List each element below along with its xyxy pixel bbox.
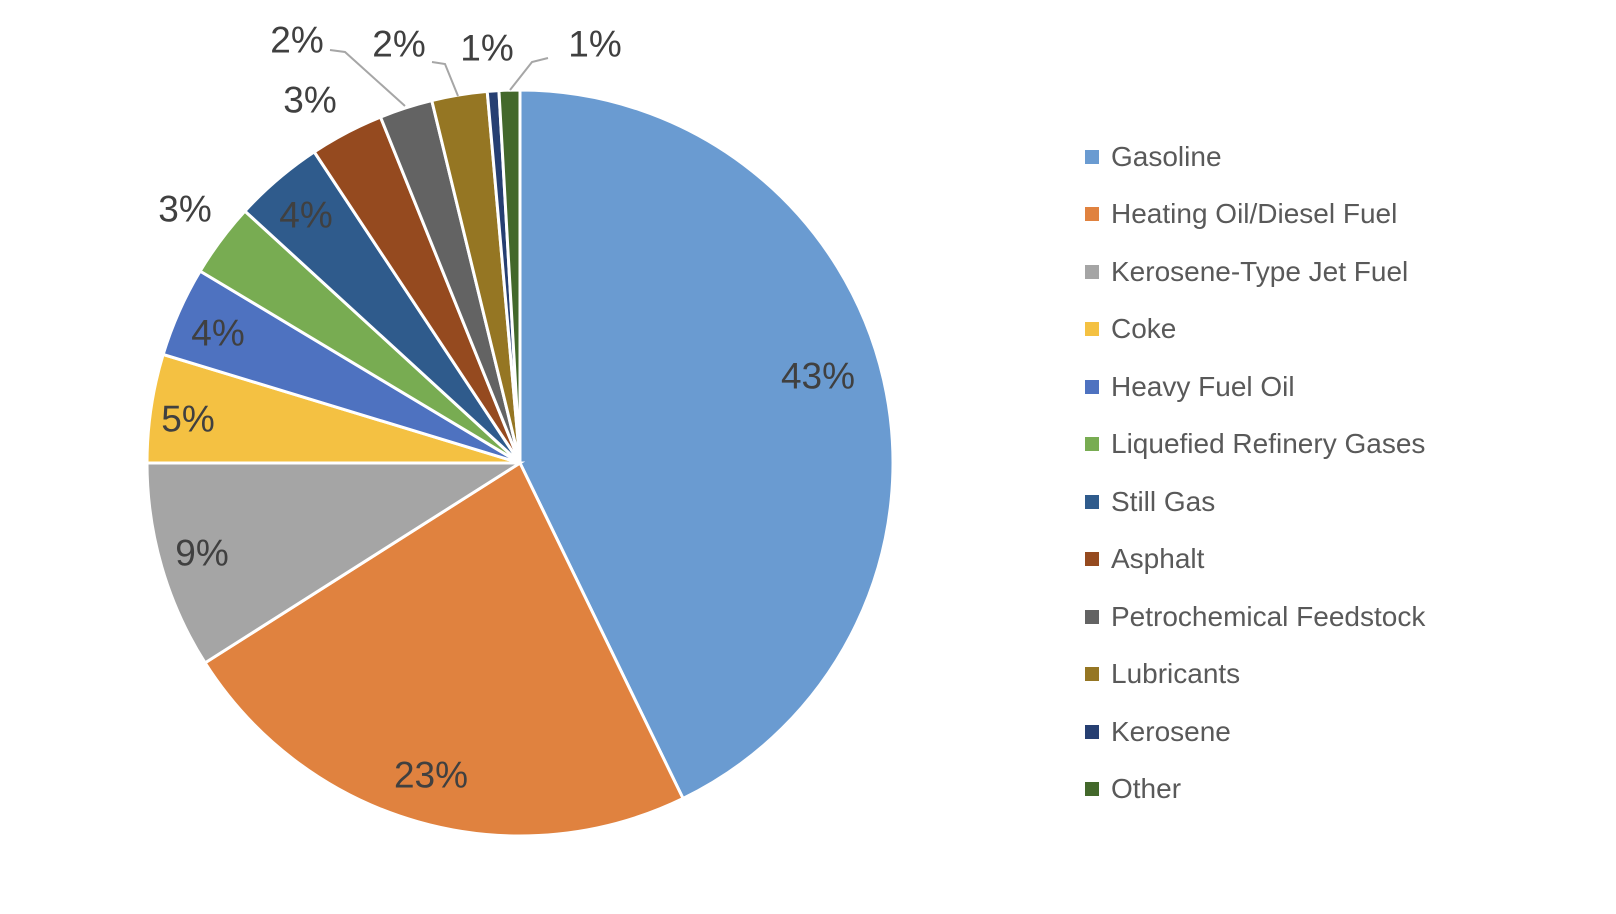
legend-label: Liquefied Refinery Gases [1111, 428, 1426, 460]
legend-item-other: Other [1085, 761, 1425, 819]
legend-swatch [1085, 609, 1099, 624]
legend-swatch [1085, 207, 1099, 222]
legend-swatch [1085, 264, 1099, 279]
data-label-heating-oil-diesel-fuel: 23% [394, 755, 468, 796]
legend: Gasoline Heating Oil/Diesel Fuel Kerosene-… [1085, 128, 1425, 818]
data-label-lubricants: 2% [372, 24, 425, 65]
legend-item-still-gas: Still Gas [1085, 473, 1425, 531]
slice-heating-oil-diesel-fuel [202, 460, 686, 838]
legend-item-coke: Coke [1085, 301, 1425, 359]
legend-item-heavy-fuel-oil: Heavy Fuel Oil [1085, 358, 1425, 416]
slice-kerosene-type-jet-fuel [145, 461, 526, 665]
legend-swatch [1085, 379, 1099, 394]
legend-item-petrochemical-feedstock: Petrochemical Feedstock [1085, 588, 1425, 646]
legend-label: Coke [1111, 313, 1177, 345]
legend-item-asphalt: Asphalt [1085, 531, 1425, 589]
legend-swatch [1085, 782, 1099, 797]
legend-swatch [1085, 494, 1099, 509]
legend-swatch [1085, 437, 1099, 452]
data-label-still-gas: 4% [279, 195, 332, 236]
slice-other [497, 88, 522, 464]
legend-label: Gasoline [1111, 140, 1222, 172]
legend-label: Petrochemical Feedstock [1111, 600, 1426, 632]
data-label-other: 1% [568, 24, 621, 65]
legend-item-gasoline: Gasoline [1085, 128, 1425, 186]
legend-label: Asphalt [1111, 543, 1205, 575]
leader-line-other [509, 57, 549, 91]
legend-swatch [1085, 322, 1099, 337]
data-label-coke: 5% [161, 399, 214, 440]
leader-line-lubricants [431, 61, 459, 97]
data-label-petrochemical-feedstock: 2% [270, 20, 323, 61]
legend-item-heating-oil-diesel-fuel: Heating Oil/Diesel Fuel [1085, 186, 1425, 244]
data-label-kerosene-type-jet-fuel: 9% [175, 533, 228, 574]
slice-gasoline [518, 88, 895, 801]
legend-label: Heating Oil/Diesel Fuel [1111, 198, 1398, 230]
data-label-liquefied-refinery-gases: 3% [158, 189, 211, 230]
legend-label: Other [1111, 773, 1182, 805]
legend-item-liquefied-refinery-gases: Liquefied Refinery Gases [1085, 416, 1425, 474]
leader-line-petrochemical-feedstock [329, 49, 406, 107]
legend-item-lubricants: Lubricants [1085, 646, 1425, 704]
data-label-kerosene: 1% [460, 28, 513, 69]
data-label-heavy-fuel-oil: 4% [191, 313, 244, 354]
legend-item-kerosene: Kerosene [1085, 703, 1425, 761]
data-label-asphalt: 3% [283, 80, 336, 121]
legend-swatch [1085, 667, 1099, 682]
legend-item-kerosene-type-jet-fuel: Kerosene-Type Jet Fuel [1085, 243, 1425, 301]
legend-label: Kerosene-Type Jet Fuel [1111, 255, 1409, 287]
legend-swatch [1085, 724, 1099, 739]
legend-label: Kerosene [1111, 715, 1231, 747]
legend-label: Still Gas [1111, 485, 1216, 517]
legend-label: Lubricants [1111, 658, 1241, 690]
legend-swatch [1085, 149, 1099, 164]
legend-swatch [1085, 552, 1099, 567]
data-label-gasoline: 43% [781, 356, 855, 397]
legend-label: Heavy Fuel Oil [1111, 370, 1295, 402]
